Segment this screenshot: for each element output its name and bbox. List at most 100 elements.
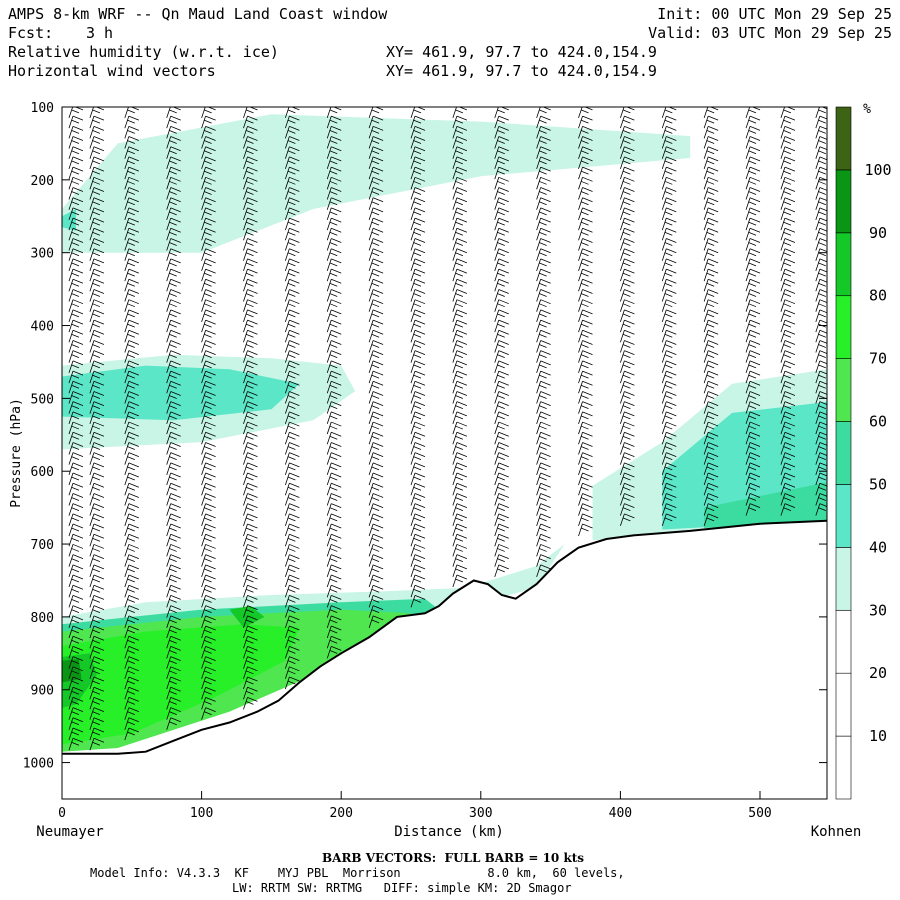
wind-barb xyxy=(166,278,181,292)
wind-barb xyxy=(326,156,342,170)
wind-barb xyxy=(89,574,105,588)
wind-barb xyxy=(780,115,796,129)
wind-barb xyxy=(89,697,105,710)
wind-barb xyxy=(494,258,509,272)
wind-barb xyxy=(815,156,827,170)
colorbar-swatch xyxy=(835,295,852,359)
wind-barb xyxy=(494,401,509,414)
wind-barb xyxy=(780,197,796,210)
wind-barb xyxy=(578,146,593,159)
wind-barb xyxy=(368,197,384,210)
wind-barb xyxy=(745,217,761,231)
wind-barb xyxy=(452,350,468,363)
wind-barb xyxy=(284,360,300,374)
wind-barb xyxy=(410,533,426,547)
wind-barb xyxy=(326,493,342,506)
wind-barb xyxy=(243,574,258,588)
wind-barb xyxy=(89,503,105,516)
wind-barb xyxy=(166,656,181,669)
wind-barb xyxy=(201,513,216,526)
wind-barb xyxy=(124,615,139,628)
wind-barb xyxy=(284,258,300,272)
wind-barb xyxy=(620,472,635,486)
wind-barb xyxy=(578,227,593,241)
wind-barb xyxy=(326,625,342,639)
wind-barb xyxy=(410,197,426,210)
xy-range-2: XY= 461.9, 97.7 to 424.0,154.9 xyxy=(386,62,657,80)
wind-barb xyxy=(661,370,677,384)
wind-barb xyxy=(661,278,677,292)
wind-barb xyxy=(243,136,258,149)
wind-barb xyxy=(166,574,181,588)
wind-barb xyxy=(452,472,468,486)
wind-barb xyxy=(166,666,181,679)
wind-barb xyxy=(166,533,181,547)
wind-barb xyxy=(536,360,551,374)
colorbar-swatch xyxy=(835,484,852,548)
colorbar-label: 70 xyxy=(869,350,887,368)
wind-barb xyxy=(326,187,342,200)
wind-barb xyxy=(89,278,105,292)
wind-barb xyxy=(68,717,84,730)
wind-barb xyxy=(368,421,384,435)
wind-barb xyxy=(368,125,384,139)
wind-barb xyxy=(703,493,719,506)
wind-barb xyxy=(494,391,509,404)
wind-barb xyxy=(284,411,300,424)
wind-barb xyxy=(494,431,509,445)
wind-barb xyxy=(578,513,593,526)
wind-barb xyxy=(780,401,796,414)
wind-barb xyxy=(201,584,216,598)
wind-barb xyxy=(166,197,181,210)
wind-barb xyxy=(326,227,342,241)
wind-barb xyxy=(166,258,181,272)
wind-barb xyxy=(578,370,593,384)
wind-barb xyxy=(89,238,105,251)
wind-barb xyxy=(326,615,342,628)
wind-barb xyxy=(815,125,827,139)
wind-barb xyxy=(661,493,677,506)
wind-barb xyxy=(284,421,300,435)
wind-barb xyxy=(703,187,719,200)
wind-barb xyxy=(326,482,342,496)
wind-barb xyxy=(284,625,300,639)
wind-barb xyxy=(89,319,105,333)
wind-barb xyxy=(284,136,300,149)
wind-barb xyxy=(201,544,216,557)
wind-barb xyxy=(68,107,84,119)
wind-barb xyxy=(89,166,105,180)
wind-barb xyxy=(284,595,300,608)
wind-barb xyxy=(201,176,216,190)
wind-barb xyxy=(815,350,827,363)
wind-barb xyxy=(326,136,342,149)
wind-barb xyxy=(536,136,551,149)
wind-barb xyxy=(452,268,468,282)
model-info-line1: Model Info: V4.3.3 KF MYJ PBL Morrison 8… xyxy=(90,866,625,880)
wind-barb xyxy=(243,115,258,129)
wind-barb xyxy=(703,401,719,414)
wind-barb xyxy=(68,503,84,516)
wind-barb xyxy=(620,107,635,119)
wind-barb xyxy=(68,156,84,170)
wind-barb xyxy=(166,268,181,282)
wind-barb xyxy=(326,107,342,119)
wind-barb xyxy=(68,635,84,649)
wind-barb xyxy=(703,391,719,404)
wind-barb xyxy=(536,370,551,384)
wind-barb xyxy=(284,197,300,210)
wind-barb xyxy=(410,176,426,190)
wind-barb xyxy=(326,513,342,526)
wind-barb xyxy=(68,544,84,557)
wind-barb xyxy=(703,431,719,445)
wind-barb xyxy=(452,554,468,567)
wind-barb xyxy=(745,503,761,516)
wind-barb xyxy=(166,380,181,394)
wind-barb xyxy=(68,146,84,159)
wind-barb xyxy=(410,584,426,598)
wind-barb xyxy=(703,289,719,302)
wind-barb xyxy=(68,391,84,404)
wind-barb xyxy=(284,268,300,282)
wind-barb xyxy=(620,207,635,221)
wind-barb xyxy=(124,727,139,741)
wind-barb xyxy=(494,493,509,506)
